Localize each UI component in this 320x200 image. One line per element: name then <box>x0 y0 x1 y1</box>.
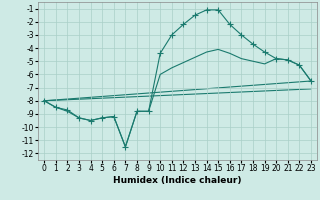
X-axis label: Humidex (Indice chaleur): Humidex (Indice chaleur) <box>113 176 242 185</box>
